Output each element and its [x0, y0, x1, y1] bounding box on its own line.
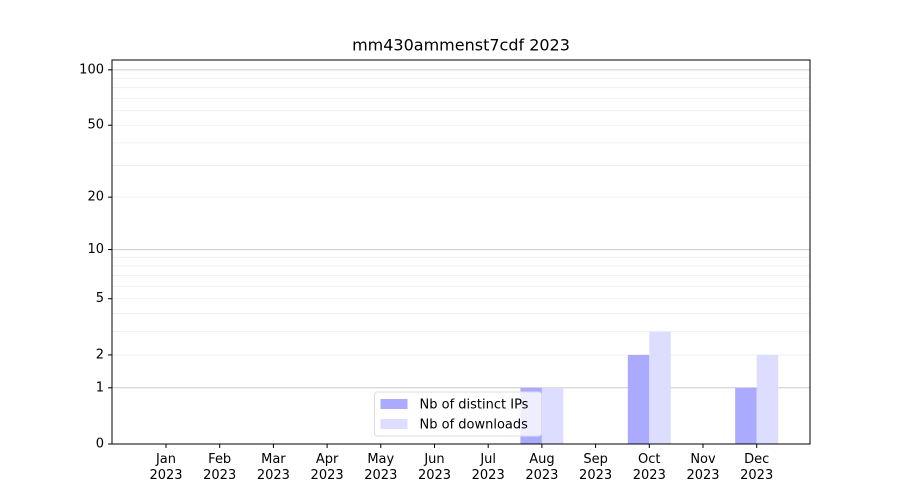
- x-tick-label: Oct 2023: [632, 452, 666, 483]
- bar: [735, 387, 757, 444]
- x-tick-label: Mar 2023: [256, 452, 290, 483]
- y-tick-label: 100: [79, 62, 104, 77]
- bar: [756, 354, 779, 444]
- x-tick-label: May 2023: [364, 452, 398, 483]
- y-tick-label: 5: [96, 291, 104, 306]
- x-tick-label: Jul 2023: [471, 452, 505, 483]
- bar: [541, 387, 564, 444]
- x-tick-label: Apr 2023: [310, 452, 344, 483]
- legend-swatch: [380, 419, 408, 429]
- x-tick-label: Feb 2023: [203, 452, 237, 483]
- legend-label: Nb of distinct IPs: [420, 398, 529, 413]
- bar: [649, 331, 671, 444]
- plot-frame: [111, 59, 811, 445]
- x-tick-label: Aug 2023: [525, 452, 559, 483]
- x-tick-label: Jun 2023: [417, 452, 452, 483]
- y-tick-label: 50: [87, 118, 104, 133]
- x-tick-label: Dec 2023: [740, 452, 774, 483]
- x-tick-label: Nov 2023: [686, 452, 720, 483]
- y-tick-label: 0: [96, 437, 104, 452]
- legend-swatch: [380, 399, 408, 409]
- legend-label: Nb of downloads: [420, 418, 529, 433]
- chart-title: mm430ammenst7cdf 2023: [352, 36, 570, 55]
- bar: [627, 354, 650, 444]
- y-tick-label: 20: [87, 190, 104, 205]
- x-tick-label: Sep 2023: [579, 452, 613, 483]
- legend-box: [374, 391, 542, 437]
- y-tick-label: 2: [96, 347, 104, 362]
- x-tick-label: Jan 2023: [149, 452, 183, 483]
- y-tick-label: 1: [96, 380, 104, 395]
- y-tick-label: 10: [87, 242, 104, 257]
